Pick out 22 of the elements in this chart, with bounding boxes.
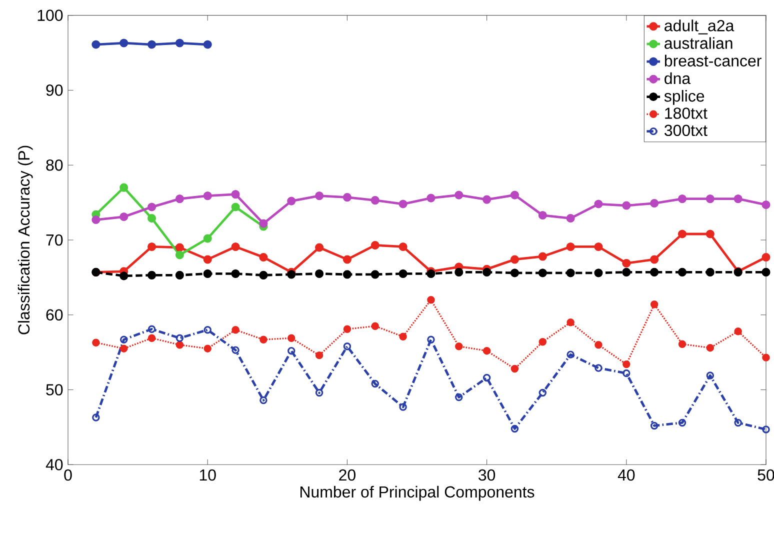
x-tick-label: 0: [64, 469, 72, 481]
x-tick-label: 40: [618, 469, 635, 481]
y-tick-label: 90: [46, 84, 63, 96]
legend-label: breast-cancer: [664, 54, 762, 67]
y-tick-label: 80: [46, 159, 63, 171]
legend-label: adult_a2a: [664, 20, 734, 34]
y-tick-label: 100: [38, 10, 63, 21]
x-tick-label: 20: [339, 469, 356, 481]
legend-label: australian: [664, 37, 732, 49]
legend-label: 300txt: [664, 124, 708, 136]
y-tick-label: 60: [46, 309, 63, 321]
legend-label: 180txt: [665, 108, 708, 119]
y-tick-label: 40: [46, 458, 63, 470]
x-tick-label: 10: [200, 469, 216, 481]
x-tick-label: 30: [478, 469, 496, 481]
x-tick-label: 50: [758, 469, 774, 481]
y-tick-label: 70: [46, 234, 63, 246]
legend-label: dna: [664, 72, 691, 84]
x-axis-title: Number of Principal Components: [300, 486, 534, 501]
y-axis-title: Classification Accuracy (P): [18, 146, 33, 334]
y-tick-label: 50: [46, 384, 63, 396]
legend-label: splice: [664, 90, 704, 105]
